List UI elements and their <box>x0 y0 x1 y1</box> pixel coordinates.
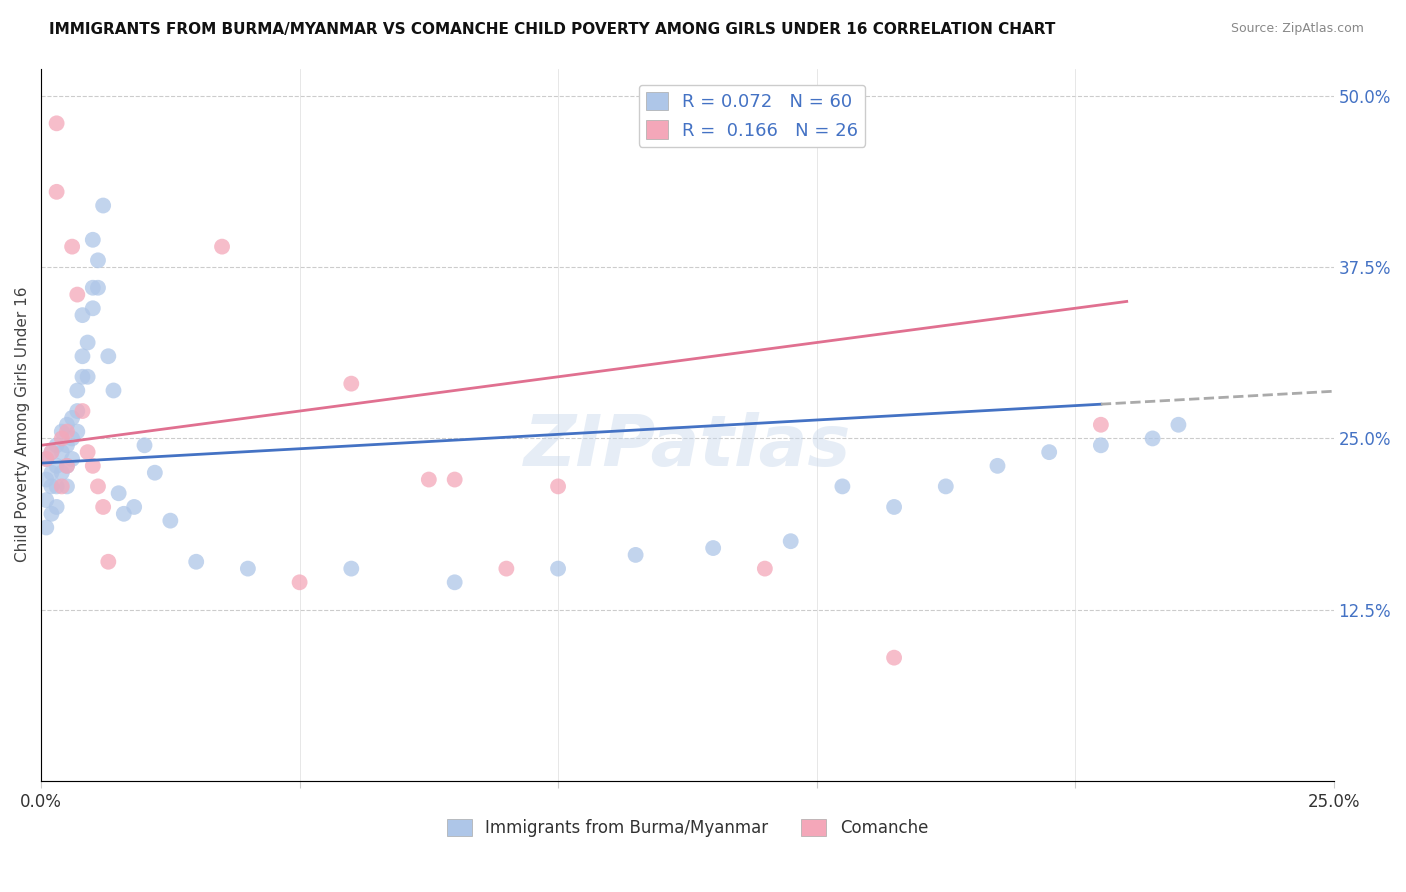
Point <box>51 425 73 439</box>
Point <box>443 575 465 590</box>
Point <box>340 376 363 391</box>
Point <box>60 432 83 446</box>
Point <box>56 417 79 432</box>
Point <box>495 561 517 575</box>
Point <box>87 479 110 493</box>
Point <box>418 473 440 487</box>
Point <box>60 239 83 253</box>
Point <box>143 466 166 480</box>
Point <box>1038 445 1060 459</box>
Point <box>122 500 145 514</box>
Point <box>134 438 156 452</box>
Point <box>87 253 110 268</box>
Point <box>66 425 89 439</box>
Point <box>935 479 957 493</box>
Point <box>41 507 63 521</box>
Point <box>82 458 104 473</box>
Point <box>1167 417 1189 432</box>
Point <box>45 500 67 514</box>
Point <box>45 185 67 199</box>
Point <box>35 520 58 534</box>
Point <box>45 458 67 473</box>
Point <box>1090 438 1112 452</box>
Point <box>56 458 79 473</box>
Y-axis label: Child Poverty Among Girls Under 16: Child Poverty Among Girls Under 16 <box>15 287 30 563</box>
Point <box>41 479 63 493</box>
Point <box>56 458 79 473</box>
Point <box>547 561 569 575</box>
Point <box>76 369 98 384</box>
Legend: Immigrants from Burma/Myanmar, Comanche: Immigrants from Burma/Myanmar, Comanche <box>440 813 935 844</box>
Point <box>91 198 114 212</box>
Point <box>624 548 647 562</box>
Point <box>51 432 73 446</box>
Point <box>288 575 311 590</box>
Point <box>51 479 73 493</box>
Point <box>66 287 89 301</box>
Text: IMMIGRANTS FROM BURMA/MYANMAR VS COMANCHE CHILD POVERTY AMONG GIRLS UNDER 16 COR: IMMIGRANTS FROM BURMA/MYANMAR VS COMANCH… <box>49 22 1056 37</box>
Point <box>1090 417 1112 432</box>
Point <box>45 116 67 130</box>
Point <box>112 507 135 521</box>
Point <box>754 561 776 575</box>
Point <box>831 479 853 493</box>
Point <box>883 500 905 514</box>
Text: ZIPatlas: ZIPatlas <box>523 411 851 481</box>
Point <box>45 479 67 493</box>
Point <box>72 404 94 418</box>
Point <box>236 561 259 575</box>
Point <box>45 438 67 452</box>
Point <box>35 493 58 508</box>
Point <box>60 452 83 467</box>
Point <box>56 479 79 493</box>
Point <box>72 349 94 363</box>
Point <box>76 335 98 350</box>
Point <box>41 466 63 480</box>
Point <box>547 479 569 493</box>
Point <box>82 233 104 247</box>
Point <box>779 534 801 549</box>
Point <box>51 466 73 480</box>
Point <box>66 404 89 418</box>
Point <box>103 384 125 398</box>
Point <box>702 541 724 555</box>
Point <box>97 555 120 569</box>
Point <box>56 438 79 452</box>
Point <box>35 452 58 467</box>
Point <box>986 458 1008 473</box>
Point <box>51 445 73 459</box>
Point <box>340 561 363 575</box>
Point <box>883 650 905 665</box>
Point <box>35 473 58 487</box>
Point <box>159 514 181 528</box>
Point <box>82 281 104 295</box>
Point <box>35 452 58 467</box>
Point <box>91 500 114 514</box>
Point <box>72 308 94 322</box>
Point <box>186 555 208 569</box>
Point <box>72 369 94 384</box>
Point <box>41 445 63 459</box>
Point <box>211 239 233 253</box>
Point <box>107 486 129 500</box>
Point <box>66 384 89 398</box>
Point <box>56 425 79 439</box>
Point <box>87 281 110 295</box>
Text: Source: ZipAtlas.com: Source: ZipAtlas.com <box>1230 22 1364 36</box>
Point <box>97 349 120 363</box>
Point <box>1142 432 1164 446</box>
Point <box>76 445 98 459</box>
Point <box>82 301 104 316</box>
Point <box>443 473 465 487</box>
Point <box>60 410 83 425</box>
Point <box>41 445 63 459</box>
